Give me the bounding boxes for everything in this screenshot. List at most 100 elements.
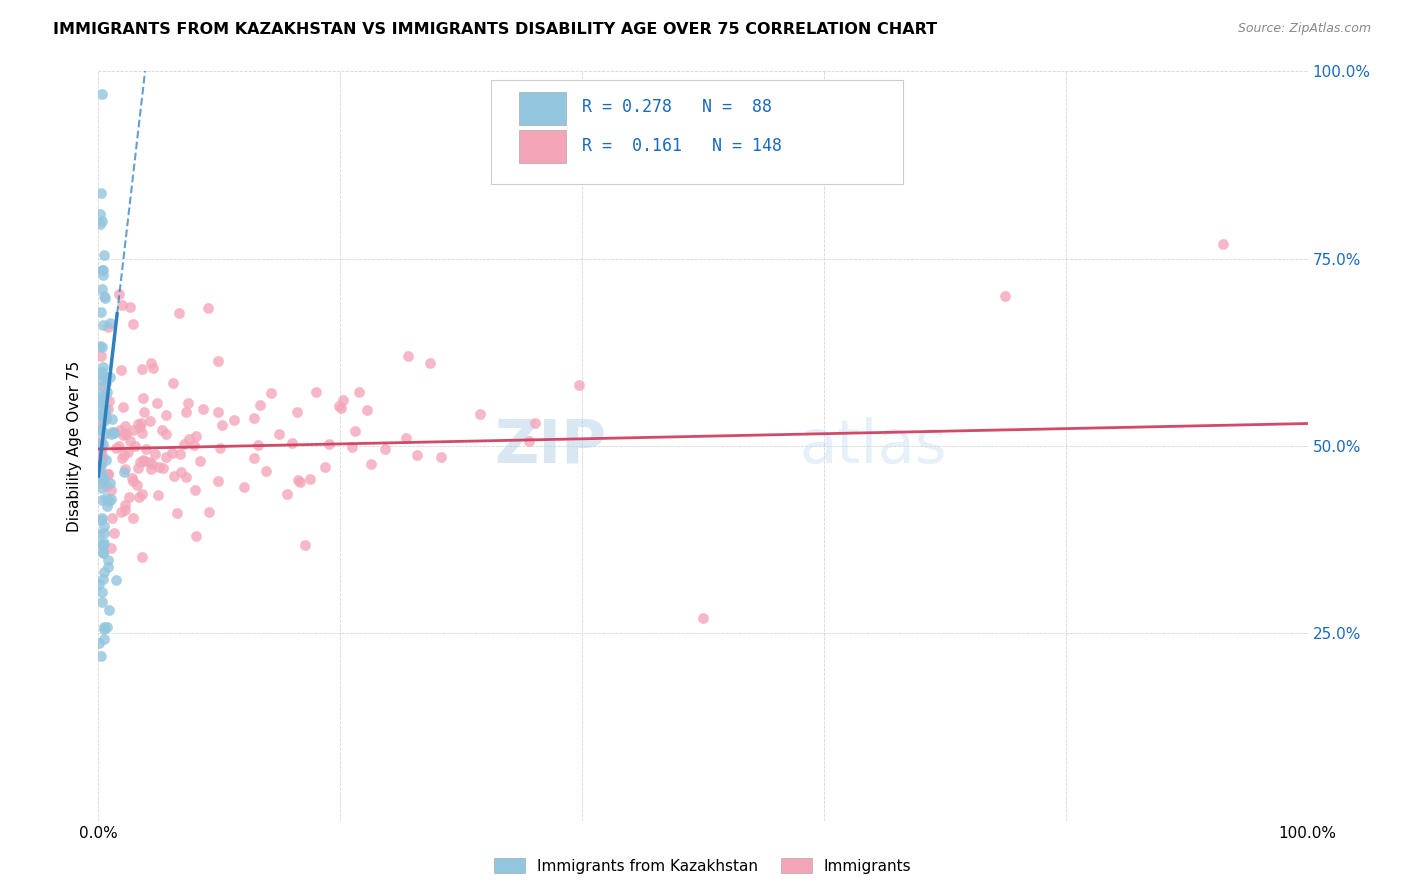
Point [110, 363, 132, 377]
Point [114, 426, 136, 441]
Point [150, 423, 173, 437]
Point [162, 446, 184, 460]
Point [356, 403, 378, 417]
Point [276, 487, 298, 501]
Text: Source: ZipAtlas.com: Source: ZipAtlas.com [1237, 22, 1371, 36]
Point [305, 384, 328, 399]
Point [207, 474, 229, 488]
Point [89, 459, 111, 474]
Point [138, 415, 160, 429]
Point [89, 421, 111, 435]
Point [98, 316, 121, 330]
Point [207, 354, 229, 368]
Point [131, 549, 153, 564]
Point [94, 291, 117, 305]
Point [103, 425, 125, 440]
Point [314, 460, 336, 475]
Point [111, 298, 134, 312]
Point [94, 410, 117, 425]
Point [98, 494, 121, 508]
Point [396, 349, 419, 363]
Point [97, 402, 120, 417]
Point [89, 338, 111, 352]
Point [342, 440, 364, 454]
Point [207, 405, 229, 419]
Point [93, 288, 115, 302]
Point [269, 427, 291, 442]
Point [96, 369, 118, 384]
Point [93, 369, 115, 384]
Point [114, 503, 136, 517]
Point [332, 392, 354, 407]
Point [97, 553, 120, 567]
Point [103, 525, 125, 540]
Point [94, 491, 117, 505]
Point [96, 376, 118, 391]
Point [89, 435, 111, 450]
Point [89, 394, 111, 409]
Point [169, 465, 191, 479]
Point [131, 362, 153, 376]
Point [93, 620, 115, 634]
Point [122, 511, 145, 525]
Point [183, 438, 205, 452]
Point [260, 386, 283, 401]
Point [117, 444, 139, 458]
Point [87, 397, 110, 411]
Point [89, 636, 111, 650]
Point [468, 407, 491, 421]
Point [162, 376, 184, 391]
Point [517, 434, 540, 448]
Point [104, 441, 127, 455]
Text: R =  0.161   N = 148: R = 0.161 N = 148 [582, 137, 782, 155]
Point [90, 513, 112, 527]
Point [1212, 236, 1234, 251]
Point [395, 431, 418, 445]
Point [169, 447, 191, 461]
Point [155, 408, 177, 422]
Point [141, 457, 163, 471]
Point [127, 461, 149, 475]
Point [121, 471, 143, 485]
Point [406, 449, 429, 463]
Point [90, 390, 112, 404]
Point [242, 450, 264, 465]
Point [329, 401, 352, 416]
Point [148, 488, 170, 502]
Point [93, 622, 115, 636]
Point [430, 450, 453, 464]
Point [110, 505, 132, 519]
Point [174, 404, 197, 418]
Text: IMMIGRANTS FROM KAZAKHSTAN VS IMMIGRANTS DISABILITY AGE OVER 75 CORRELATION CHAR: IMMIGRANTS FROM KAZAKHSTAN VS IMMIGRANTS… [53, 22, 938, 37]
Point [148, 460, 170, 475]
Point [89, 392, 111, 407]
Point [114, 426, 136, 441]
Point [90, 305, 112, 319]
Point [419, 356, 441, 370]
Point [90, 458, 112, 472]
Point [101, 412, 124, 426]
Point [112, 448, 135, 462]
Point [90, 466, 112, 480]
Point [100, 425, 122, 439]
Point [89, 385, 111, 400]
Point [91, 318, 114, 332]
Point [87, 462, 110, 476]
Point [209, 441, 232, 455]
Point [152, 460, 174, 475]
Point [91, 546, 114, 560]
Point [90, 374, 112, 388]
Point [89, 366, 111, 380]
Point [93, 414, 115, 428]
Point [138, 455, 160, 469]
Point [90, 481, 112, 495]
Point [692, 611, 714, 625]
Point [162, 469, 184, 483]
Point [91, 450, 114, 464]
Point [90, 492, 112, 507]
Point [91, 405, 114, 419]
Point [90, 365, 112, 379]
Point [90, 340, 112, 354]
Point [91, 282, 114, 296]
Point [91, 538, 114, 552]
